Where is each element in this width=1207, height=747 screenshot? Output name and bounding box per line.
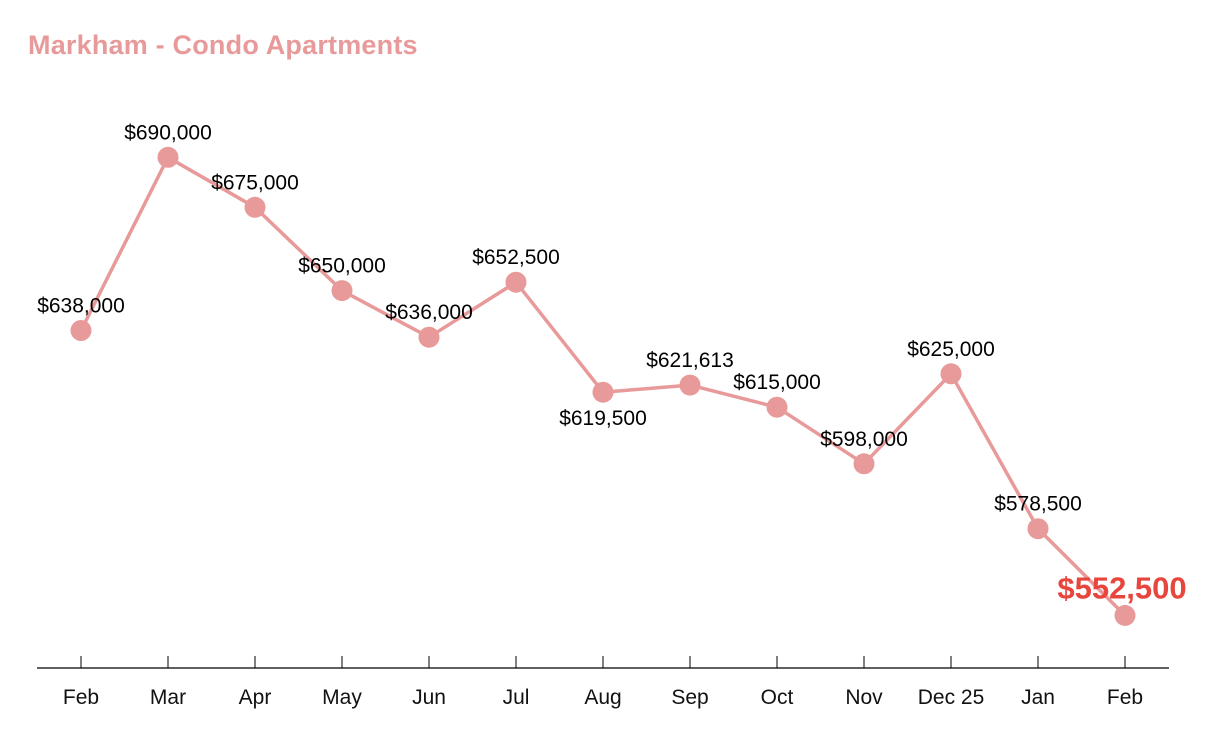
data-point <box>853 453 875 475</box>
x-tick-label: Dec 25 <box>918 686 985 709</box>
data-label: $619,500 <box>559 407 647 430</box>
x-tick-label: May <box>322 686 362 709</box>
data-point <box>505 271 527 293</box>
data-label-highlight: $552,500 <box>1057 570 1186 605</box>
x-tick-label: Jan <box>1021 686 1055 709</box>
data-label: $652,500 <box>472 246 560 269</box>
data-label: $578,500 <box>994 493 1082 516</box>
x-tick-label: Jun <box>412 686 446 709</box>
chart-title: Markham - Condo Apartments <box>28 30 418 60</box>
x-tick-label: Feb <box>1107 686 1143 709</box>
data-label-group: $638,000 $690,000 $675,000 $650,000 $636,000… <box>37 121 1186 605</box>
data-point <box>244 196 266 218</box>
data-point <box>331 280 353 302</box>
data-label: $598,000 <box>820 428 908 451</box>
x-tick-label: Mar <box>150 686 186 709</box>
x-tick-label: Sep <box>671 686 708 709</box>
data-label: $675,000 <box>211 171 299 194</box>
data-point <box>418 326 440 348</box>
x-tick-label: Jul <box>503 686 530 709</box>
x-tick-label: Feb <box>63 686 99 709</box>
data-label: $636,000 <box>385 301 473 324</box>
x-axis: Feb Mar Apr May Jun Jul Aug Sep Oct Nov Dec 25 Jan F… <box>37 656 1169 709</box>
x-tick-label: Apr <box>239 686 272 709</box>
marker-group <box>70 146 1136 626</box>
data-label: $615,000 <box>733 371 821 394</box>
data-point <box>157 146 179 168</box>
data-point <box>940 363 962 385</box>
data-label: $621,613 <box>646 349 734 372</box>
data-label: $625,000 <box>907 338 995 361</box>
data-point <box>1027 518 1049 540</box>
data-point <box>679 374 701 396</box>
data-label: $690,000 <box>124 121 212 144</box>
data-point <box>1114 604 1136 626</box>
x-tick-label: Aug <box>584 686 621 709</box>
x-tick-label: Nov <box>845 686 883 709</box>
data-label: $650,000 <box>298 255 386 278</box>
data-point <box>592 381 614 403</box>
x-tick-label: Oct <box>761 686 794 709</box>
data-point <box>766 396 788 418</box>
data-label: $638,000 <box>37 295 125 318</box>
data-point <box>70 320 92 341</box>
